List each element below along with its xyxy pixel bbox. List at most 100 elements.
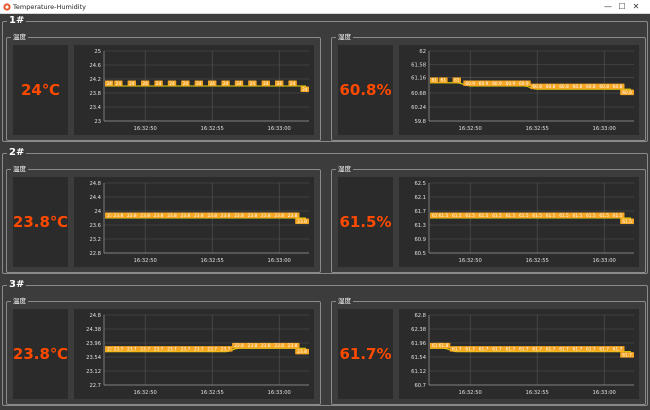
data-label: 23.7 <box>207 346 217 352</box>
data-label: 23.8 <box>288 343 298 349</box>
data-label: 24 <box>183 81 189 87</box>
data-label: 60.8 <box>559 84 569 90</box>
temperature-chart-svg: 24.8 24.4 24 23.6 23.2 22.8 16:32:50 16:32:55 16… <box>89 181 309 264</box>
data-label: 23.8 <box>248 213 258 219</box>
data-label-bg <box>165 346 179 352</box>
data-label: 61.5 <box>492 213 502 219</box>
data-label: 61.5 <box>452 213 462 219</box>
temperature-panel: 温度 24℃ 25 24.6 24.2 23.8 23.4 23 16:32:50 16:32… <box>6 31 321 141</box>
data-label-bg <box>138 346 153 352</box>
y-tick-label: 59.8 <box>414 119 426 125</box>
y-tick-label: 61.12 <box>411 369 426 375</box>
y-tick-label: 23.8 <box>89 91 101 97</box>
data-label-bg <box>516 80 531 86</box>
data-label-bg <box>258 212 273 218</box>
data-label-bg <box>449 212 464 218</box>
data-label-bg <box>124 212 139 218</box>
y-tick-label: 23 <box>94 119 101 125</box>
data-label-bg <box>476 80 491 86</box>
data-label-bg <box>124 346 139 352</box>
x-tick-label: 16:32:55 <box>201 258 224 264</box>
data-label: 23.8 <box>140 213 150 219</box>
data-label-bg <box>138 212 153 218</box>
data-label: 61 <box>431 78 437 84</box>
data-label: 23.7 <box>181 346 191 352</box>
close-button[interactable]: ✕ <box>632 2 640 11</box>
data-label-bg <box>463 80 478 86</box>
data-label: 61.7 <box>452 346 462 352</box>
y-tick-label: 60.5 <box>414 251 426 257</box>
data-label-bg <box>597 212 612 218</box>
data-label-bg <box>285 212 300 218</box>
data-label: 23.8 <box>297 349 307 355</box>
y-tick-label: 60.7 <box>414 383 426 389</box>
humidity-chart: 62 61.58 61.16 60.68 60.24 59.8 16:32:50 16:32:… <box>399 45 639 135</box>
data-label-bg <box>557 212 571 218</box>
data-label: 61.5 <box>506 213 516 219</box>
data-label: 60.8 <box>613 84 623 90</box>
data-label-bg <box>272 342 287 349</box>
data-label-bg <box>275 80 284 86</box>
data-label-bg <box>620 352 634 358</box>
humidity-panel: 湿度 60.8% 62 61.58 61.16 60.68 60.24 59.8 16:32… <box>331 31 646 141</box>
data-label-bg <box>530 212 545 218</box>
data-label: 23.8 <box>274 343 284 349</box>
data-label: 61.7 <box>465 346 475 352</box>
window-title: Temperature-Humidity <box>13 3 86 11</box>
data-label: 61.5 <box>573 213 583 219</box>
data-label-bg <box>570 212 585 218</box>
data-label-bg <box>516 346 531 352</box>
data-label: 24 <box>129 81 135 87</box>
x-tick-label: 16:32:55 <box>526 126 549 132</box>
x-tick-label: 16:32:55 <box>201 126 224 132</box>
minimize-button[interactable]: — <box>604 2 612 11</box>
y-tick-label: 61.96 <box>411 341 426 347</box>
y-tick-label: 23.54 <box>86 355 102 361</box>
temperature-chart-svg: 25 24.6 24.2 23.8 23.4 23 16:32:50 16:32:55 16:3… <box>89 49 309 132</box>
data-label-bg <box>490 80 504 86</box>
data-label: 61 <box>441 78 447 84</box>
data-label-bg <box>543 346 558 352</box>
data-label-bg <box>503 80 518 86</box>
data-label: 23.8 <box>114 213 124 219</box>
x-tick-label: 16:32:55 <box>201 390 224 396</box>
data-label: 61.7 <box>492 346 502 352</box>
data-label: 61.7 <box>479 346 489 352</box>
data-label: 24 <box>263 81 269 87</box>
y-tick-label: 23.4 <box>89 105 101 111</box>
data-label-bg <box>208 80 217 86</box>
data-label: 23.8 <box>297 219 307 225</box>
data-label: 60.8 <box>622 90 632 96</box>
data-label-bg <box>245 342 260 349</box>
data-label: 61.5 <box>465 213 475 219</box>
data-label: 61.7 <box>559 346 569 352</box>
data-label: 61.7 <box>613 346 623 352</box>
data-label: 61.5 <box>599 213 609 219</box>
y-tick-label: 61.54 <box>411 355 427 361</box>
temperature-value: 24℃ <box>13 45 68 135</box>
y-tick-label: 23.2 <box>89 237 101 243</box>
data-label-bg <box>543 83 558 90</box>
maximize-button[interactable]: ☐ <box>618 2 626 11</box>
data-label: 24 <box>223 81 229 87</box>
data-label: 61.8 <box>439 343 449 349</box>
series-line <box>105 347 306 353</box>
data-label-bg <box>530 83 545 90</box>
group-label: 3# <box>7 278 27 292</box>
data-label: 61.5 <box>546 213 556 219</box>
y-tick-label: 24.4 <box>89 195 101 201</box>
y-tick-label: 60.68 <box>411 91 426 97</box>
data-label: 23.8 <box>288 213 298 219</box>
y-tick-label: 62.8 <box>414 313 426 319</box>
data-label-bg <box>221 80 230 86</box>
data-label: 24 <box>142 81 148 87</box>
data-label: 23.8 <box>221 213 231 219</box>
data-label: 23.8 <box>261 213 271 219</box>
data-label-bg <box>570 346 585 352</box>
data-label: 24 <box>156 81 162 87</box>
data-label-bg <box>610 212 625 218</box>
group-2: 2# 温度 23.8℃ 24.8 24.4 24 23.6 23.2 22.8 16:32:… <box>2 146 648 274</box>
data-label: 61.7 <box>599 346 609 352</box>
data-label-bg <box>295 218 309 224</box>
data-label-bg <box>570 83 585 90</box>
